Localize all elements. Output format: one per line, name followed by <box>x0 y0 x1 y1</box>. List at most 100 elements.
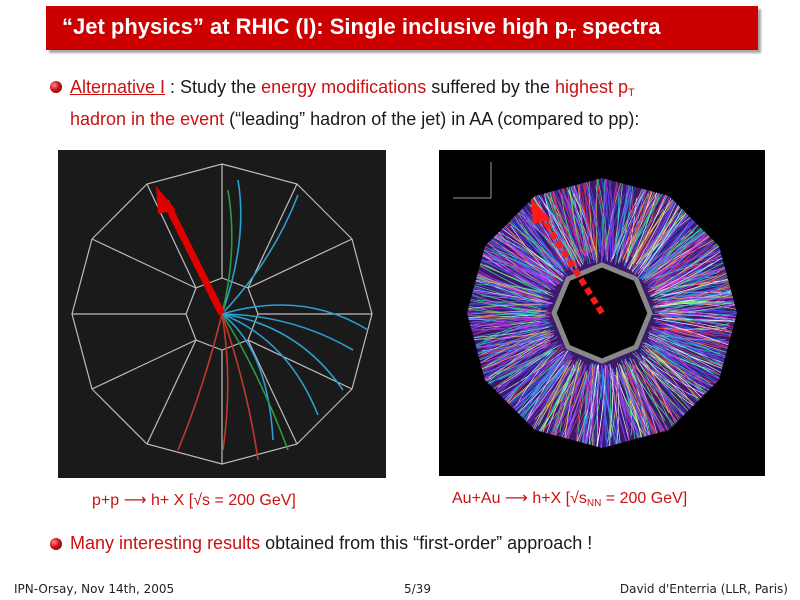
highest-pt: highest p <box>554 77 629 97</box>
track <box>648 244 716 285</box>
track <box>477 316 552 334</box>
hadron-in-event: hadron in the event <box>70 109 225 129</box>
bullet1-text-1: : Study the <box>165 77 262 97</box>
track <box>617 183 634 264</box>
track <box>554 374 588 448</box>
track <box>571 377 600 448</box>
bullet-icon <box>50 538 62 550</box>
axis-marker <box>453 162 492 199</box>
track <box>661 332 737 367</box>
track <box>596 365 607 448</box>
track <box>610 189 615 256</box>
track <box>467 312 539 322</box>
track <box>641 355 705 395</box>
track <box>618 178 667 263</box>
track <box>467 323 552 359</box>
track <box>635 199 657 263</box>
track <box>604 178 613 255</box>
track <box>620 367 651 448</box>
track <box>482 329 551 343</box>
track <box>579 178 601 252</box>
track <box>623 373 648 448</box>
track <box>653 321 737 340</box>
track <box>591 376 606 448</box>
track <box>495 354 563 403</box>
track <box>483 292 550 304</box>
track <box>664 323 737 361</box>
track <box>477 299 538 307</box>
track <box>659 314 731 326</box>
track <box>557 372 588 448</box>
caption-pp: p+p ⟶ h+ X [√s = 200 GeV] <box>92 492 296 509</box>
track <box>654 269 716 287</box>
track <box>641 356 669 414</box>
track <box>612 375 638 430</box>
track <box>510 225 553 277</box>
track <box>484 335 545 360</box>
pp-event-svg <box>71 163 373 465</box>
track <box>601 179 606 263</box>
track <box>467 335 544 352</box>
pp-tracks <box>167 179 369 461</box>
track <box>529 192 576 265</box>
track <box>583 178 597 257</box>
track <box>477 252 543 290</box>
title-bar <box>46 6 758 50</box>
track <box>665 319 737 323</box>
track <box>509 222 564 273</box>
track <box>604 178 614 258</box>
track <box>624 193 634 260</box>
bullet2-rest: obtained from this “first-order” approac… <box>260 533 593 553</box>
track <box>658 334 726 341</box>
arrow-head-auau <box>531 198 551 224</box>
track <box>661 288 737 297</box>
track <box>475 290 542 311</box>
track <box>625 361 680 430</box>
track <box>632 366 676 428</box>
track <box>657 264 718 283</box>
track <box>619 364 665 448</box>
track <box>653 340 710 388</box>
track <box>467 262 549 298</box>
track <box>610 178 643 260</box>
track <box>576 370 601 448</box>
track <box>640 350 685 417</box>
bullet-icon <box>50 81 62 93</box>
bullet1-text: Alternative I : Study the energy modific… <box>70 74 790 132</box>
track <box>467 316 543 320</box>
many-results: Many interesting results <box>70 533 261 553</box>
track <box>477 284 547 293</box>
track <box>625 372 633 435</box>
track <box>618 363 656 448</box>
track <box>622 187 632 258</box>
track <box>582 363 593 433</box>
track <box>658 338 737 383</box>
slide-title: “Jet physics” at RHIC (I): Single inclus… <box>62 14 660 41</box>
track <box>656 301 737 319</box>
track <box>549 196 584 264</box>
track <box>467 335 547 387</box>
title-tail: spectra <box>576 14 661 39</box>
track <box>638 204 685 278</box>
track <box>467 329 547 382</box>
arrow-head <box>156 186 176 214</box>
track <box>662 315 737 349</box>
track <box>639 361 695 408</box>
track <box>662 277 735 297</box>
track <box>659 286 724 302</box>
track <box>467 310 548 316</box>
track <box>631 362 689 420</box>
track <box>660 307 737 317</box>
track <box>649 330 737 353</box>
track <box>476 334 553 353</box>
track <box>484 320 548 341</box>
track <box>654 292 737 301</box>
track <box>661 304 735 315</box>
track <box>467 331 548 340</box>
bullet1-line2: (“leading” hadron of the jet) in AA (com… <box>224 109 640 129</box>
track <box>483 342 558 375</box>
track <box>640 208 683 273</box>
track <box>662 310 737 320</box>
title-main: “Jet physics” at RHIC (I): Single inclus… <box>62 14 569 39</box>
track <box>654 311 734 322</box>
